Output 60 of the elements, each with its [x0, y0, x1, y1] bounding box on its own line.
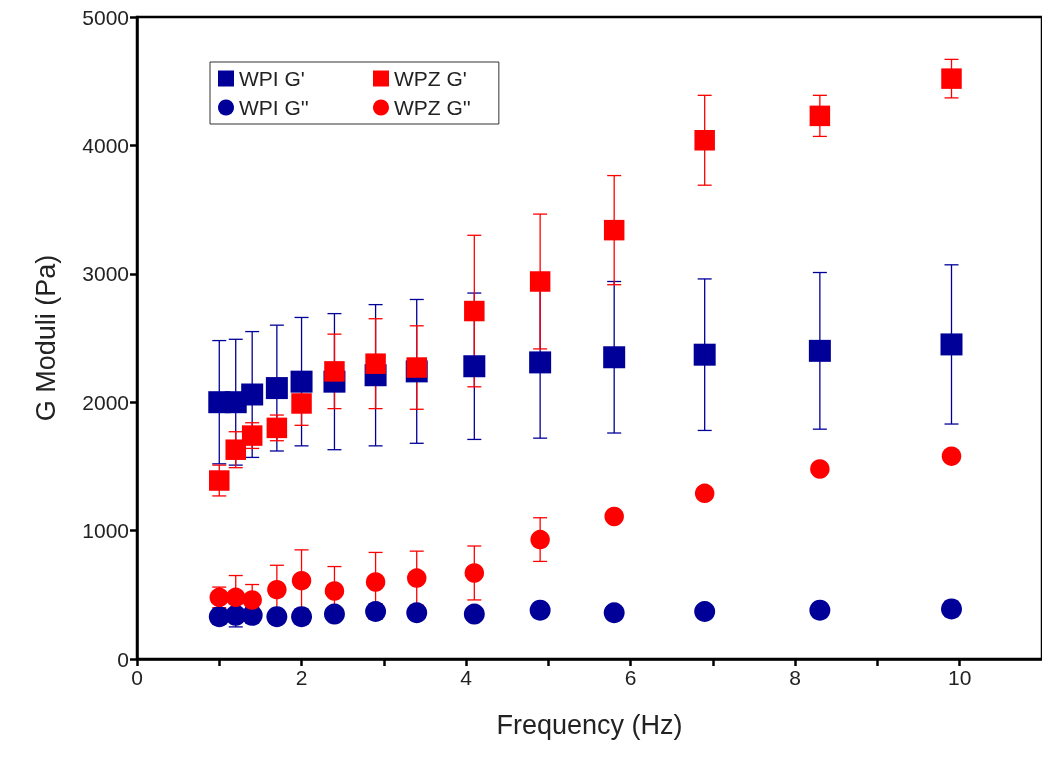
x-tick-label: 8: [789, 666, 802, 689]
point: [464, 563, 485, 583]
point: [242, 590, 262, 610]
point: [530, 529, 550, 550]
point: [694, 130, 715, 151]
point: [290, 370, 313, 393]
point: [226, 587, 246, 608]
point: [809, 105, 831, 127]
x-tick-label: 6: [624, 666, 637, 689]
point: [406, 602, 428, 624]
point: [809, 599, 831, 621]
point: [225, 439, 246, 460]
point: [324, 361, 345, 382]
y-tick-label: 4000: [82, 133, 129, 157]
x-axis-title: Frequency (Hz): [496, 709, 683, 740]
point: [940, 333, 963, 356]
point: [241, 383, 264, 406]
point: [603, 602, 625, 624]
point: [941, 446, 962, 466]
point: [265, 377, 288, 400]
point: [407, 568, 427, 588]
point: [324, 581, 345, 601]
point: [463, 603, 485, 625]
point: [365, 572, 386, 592]
x-tick-label: 0: [131, 666, 143, 689]
y-axis-title: G Moduli (Pa): [30, 254, 61, 422]
point: [604, 506, 624, 527]
point: [603, 219, 625, 241]
y-tick-label: 3000: [82, 262, 129, 286]
point: [464, 300, 485, 322]
point: [693, 343, 716, 366]
y-tick-label: 1000: [82, 519, 129, 543]
point: [323, 603, 345, 625]
legend-label: WPI G'': [239, 96, 309, 119]
legend-label: WPZ G'': [394, 96, 471, 119]
point: [808, 339, 831, 362]
legend-label: WPZ G': [394, 67, 467, 90]
point: [810, 459, 830, 479]
point: [529, 351, 552, 374]
x-tick-label: 2: [295, 666, 308, 689]
legend-label: WPI G': [239, 67, 305, 90]
point: [406, 357, 427, 378]
x-tick-label: 10: [948, 666, 972, 689]
point: [603, 346, 626, 369]
x-tick-label: 4: [460, 666, 473, 689]
point: [463, 355, 486, 378]
y-tick-label: 5000: [82, 5, 129, 29]
point: [209, 470, 230, 491]
point: [694, 483, 715, 504]
point: [267, 579, 287, 600]
y-tick-label: 2000: [82, 390, 129, 414]
point: [291, 393, 312, 414]
point: [529, 271, 551, 292]
point: [694, 601, 716, 622]
point: [529, 599, 551, 621]
y-tick-label: 0: [117, 647, 129, 671]
point: [941, 68, 962, 89]
point: [365, 353, 386, 374]
point: [266, 606, 288, 628]
point: [291, 570, 312, 591]
